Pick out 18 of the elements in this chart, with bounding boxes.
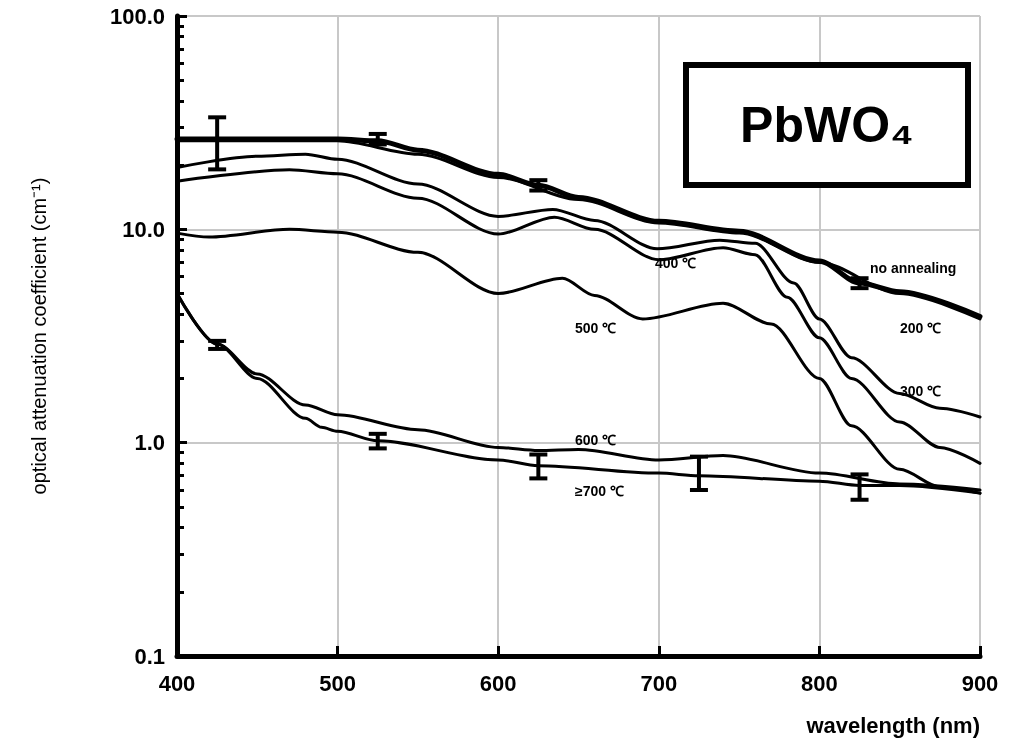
x-tick-label: 900 [961, 670, 999, 696]
y-axis-title: optical attenuation coefficient (cm⁻¹) [28, 177, 50, 495]
x-axis-title: wavelength (nm) [805, 712, 980, 738]
x-tick-label: 700 [640, 670, 678, 696]
x-tick-label: 500 [319, 670, 356, 696]
series-label: 500 ℃ [575, 320, 617, 336]
y-tick-label: 100.0 [109, 3, 165, 29]
x-tick-label: 600 [479, 670, 517, 696]
x-tick-label: 400 [158, 670, 196, 696]
series-label: no annealing [870, 260, 957, 276]
y-tick-label: 0.1 [134, 643, 165, 669]
y-tick-label: 1.0 [134, 430, 165, 456]
series-label: ≥700 ℃ [575, 483, 624, 499]
series-label: 600 ℃ [575, 432, 617, 448]
x-tick-label: 800 [801, 670, 838, 696]
y-tick-label: 10.0 [122, 216, 165, 242]
series-label: 200 ℃ [900, 320, 942, 336]
annotation: PbWO₄ [683, 62, 971, 188]
